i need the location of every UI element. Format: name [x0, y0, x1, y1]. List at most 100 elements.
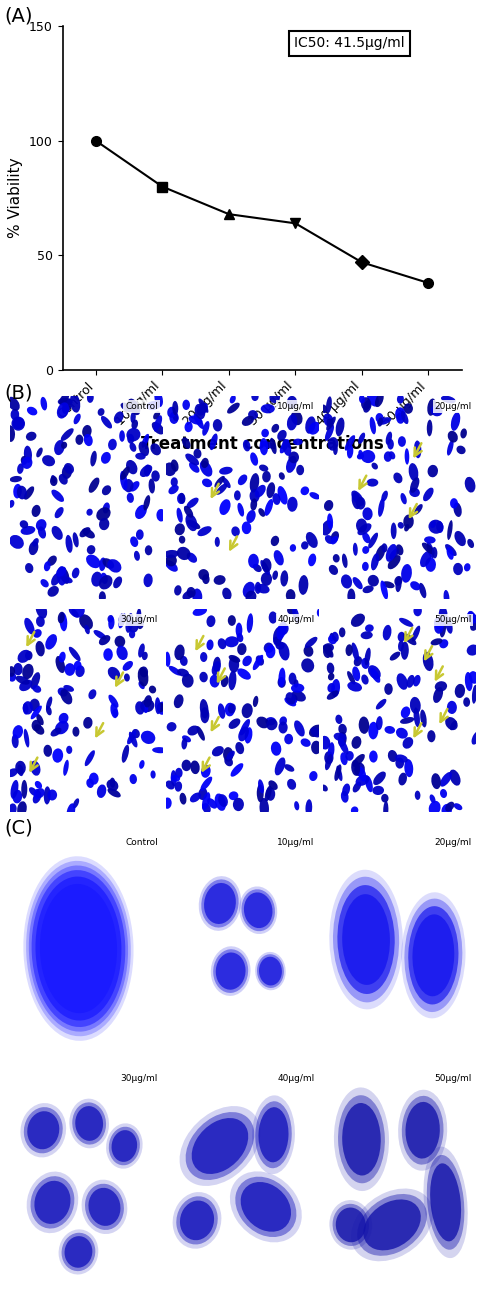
Ellipse shape	[210, 946, 250, 996]
Ellipse shape	[179, 535, 185, 543]
Ellipse shape	[199, 672, 207, 682]
Ellipse shape	[424, 557, 435, 572]
Ellipse shape	[339, 752, 347, 765]
Ellipse shape	[277, 486, 287, 504]
Ellipse shape	[29, 865, 128, 1031]
Ellipse shape	[287, 414, 297, 430]
Ellipse shape	[300, 738, 310, 747]
Ellipse shape	[103, 503, 109, 513]
Ellipse shape	[181, 735, 191, 742]
Ellipse shape	[57, 403, 69, 418]
Ellipse shape	[241, 521, 251, 534]
Ellipse shape	[350, 613, 364, 627]
Ellipse shape	[200, 652, 207, 662]
Ellipse shape	[237, 503, 243, 517]
Ellipse shape	[337, 738, 348, 755]
Ellipse shape	[397, 631, 404, 642]
Ellipse shape	[294, 801, 299, 811]
Ellipse shape	[185, 453, 199, 465]
Ellipse shape	[374, 546, 384, 561]
Ellipse shape	[367, 533, 377, 548]
Ellipse shape	[101, 416, 112, 429]
Ellipse shape	[351, 643, 358, 661]
Ellipse shape	[235, 1177, 296, 1237]
Ellipse shape	[12, 734, 19, 748]
Ellipse shape	[470, 731, 480, 744]
Ellipse shape	[309, 492, 319, 499]
Text: 20μg/ml: 20μg/ml	[433, 838, 470, 847]
Ellipse shape	[332, 444, 337, 455]
Ellipse shape	[324, 500, 333, 511]
Ellipse shape	[86, 778, 94, 788]
Ellipse shape	[265, 717, 276, 725]
Ellipse shape	[377, 498, 384, 517]
Ellipse shape	[12, 417, 25, 431]
Ellipse shape	[222, 587, 231, 600]
Ellipse shape	[268, 781, 277, 790]
Ellipse shape	[377, 417, 382, 426]
Ellipse shape	[355, 518, 366, 533]
Ellipse shape	[255, 1102, 291, 1168]
Ellipse shape	[26, 861, 131, 1037]
Ellipse shape	[17, 486, 27, 499]
Ellipse shape	[355, 774, 369, 786]
Ellipse shape	[152, 747, 167, 753]
Text: 10μg/ml: 10μg/ml	[277, 403, 314, 412]
Ellipse shape	[50, 475, 58, 486]
Ellipse shape	[260, 404, 274, 413]
Ellipse shape	[10, 475, 22, 482]
Ellipse shape	[20, 520, 28, 529]
Ellipse shape	[344, 435, 354, 451]
Ellipse shape	[311, 740, 321, 755]
Ellipse shape	[126, 460, 137, 474]
Ellipse shape	[330, 536, 337, 544]
Ellipse shape	[108, 788, 120, 798]
Ellipse shape	[234, 490, 240, 500]
Ellipse shape	[381, 543, 386, 552]
Ellipse shape	[332, 877, 398, 1003]
Ellipse shape	[324, 535, 333, 544]
Ellipse shape	[181, 738, 187, 750]
Ellipse shape	[223, 747, 233, 761]
Ellipse shape	[358, 395, 364, 403]
Ellipse shape	[72, 604, 84, 617]
Ellipse shape	[66, 803, 75, 820]
Ellipse shape	[258, 956, 281, 986]
Ellipse shape	[357, 766, 366, 782]
Ellipse shape	[414, 791, 420, 800]
Ellipse shape	[232, 798, 243, 811]
Ellipse shape	[385, 544, 396, 561]
Ellipse shape	[237, 669, 251, 679]
Ellipse shape	[34, 725, 44, 735]
Ellipse shape	[176, 1196, 217, 1244]
Ellipse shape	[58, 397, 72, 407]
Ellipse shape	[427, 465, 437, 477]
Ellipse shape	[22, 664, 34, 679]
Ellipse shape	[200, 777, 212, 791]
Ellipse shape	[423, 536, 435, 543]
Ellipse shape	[229, 1172, 301, 1242]
Ellipse shape	[35, 1181, 71, 1224]
Ellipse shape	[386, 439, 393, 449]
Ellipse shape	[298, 575, 308, 595]
Ellipse shape	[93, 630, 106, 639]
Ellipse shape	[140, 465, 152, 477]
Ellipse shape	[279, 439, 288, 453]
Ellipse shape	[375, 413, 383, 423]
Ellipse shape	[449, 721, 456, 730]
Ellipse shape	[113, 577, 122, 588]
Ellipse shape	[174, 644, 184, 660]
Ellipse shape	[395, 755, 407, 763]
Ellipse shape	[13, 662, 23, 675]
Ellipse shape	[352, 577, 362, 590]
Ellipse shape	[413, 708, 419, 727]
Ellipse shape	[396, 673, 407, 690]
Ellipse shape	[196, 726, 204, 740]
Ellipse shape	[430, 405, 442, 416]
Ellipse shape	[237, 643, 246, 655]
Ellipse shape	[366, 390, 378, 407]
Ellipse shape	[360, 674, 368, 685]
Ellipse shape	[20, 1103, 66, 1157]
Ellipse shape	[176, 508, 182, 522]
Ellipse shape	[356, 453, 363, 460]
